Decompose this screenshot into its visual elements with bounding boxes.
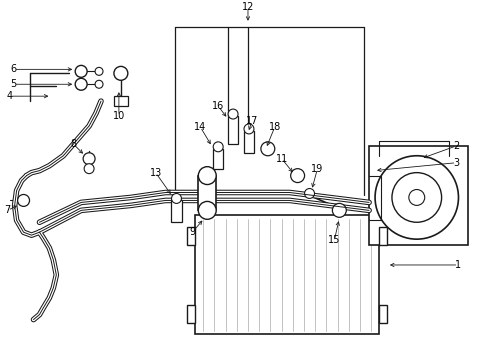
- Bar: [198, 176, 216, 210]
- Text: 9: 9: [189, 227, 195, 237]
- Circle shape: [213, 142, 223, 152]
- Circle shape: [332, 203, 346, 217]
- Text: 16: 16: [212, 101, 224, 111]
- Circle shape: [171, 193, 181, 203]
- Circle shape: [374, 156, 458, 239]
- Circle shape: [408, 189, 424, 206]
- Bar: [227, 116, 238, 144]
- Bar: [368, 146, 468, 245]
- Text: 11: 11: [275, 154, 287, 164]
- Bar: [170, 201, 182, 222]
- Circle shape: [75, 66, 87, 77]
- Text: 13: 13: [149, 168, 162, 177]
- Circle shape: [83, 153, 95, 165]
- Circle shape: [261, 142, 274, 156]
- Circle shape: [244, 124, 253, 134]
- Bar: [213, 149, 223, 168]
- Bar: [114, 96, 127, 106]
- Bar: [187, 305, 195, 323]
- Circle shape: [304, 189, 314, 198]
- Bar: [378, 227, 386, 245]
- Circle shape: [290, 168, 304, 183]
- Text: 2: 2: [452, 141, 459, 151]
- Circle shape: [198, 167, 216, 185]
- Text: 14: 14: [194, 122, 206, 132]
- Text: 15: 15: [327, 235, 340, 245]
- Text: 10: 10: [113, 111, 125, 121]
- Text: 6: 6: [11, 64, 17, 75]
- Bar: [187, 227, 195, 245]
- Text: 3: 3: [452, 158, 459, 168]
- Circle shape: [75, 78, 87, 90]
- Text: 1: 1: [454, 260, 461, 270]
- Circle shape: [95, 80, 103, 88]
- Text: 19: 19: [311, 164, 323, 174]
- Bar: [195, 215, 378, 334]
- Text: 18: 18: [268, 122, 280, 132]
- Circle shape: [391, 173, 441, 222]
- Text: 7: 7: [4, 205, 11, 215]
- Bar: [244, 131, 253, 153]
- Bar: [378, 305, 386, 323]
- Circle shape: [18, 194, 29, 206]
- Text: 12: 12: [241, 2, 254, 12]
- Text: 5: 5: [11, 79, 17, 89]
- Circle shape: [84, 164, 94, 174]
- Circle shape: [114, 66, 127, 80]
- Circle shape: [198, 202, 216, 219]
- Text: 4: 4: [7, 91, 13, 101]
- Circle shape: [95, 67, 103, 75]
- Text: 8: 8: [70, 139, 76, 149]
- Text: 17: 17: [245, 116, 258, 126]
- Circle shape: [227, 109, 238, 119]
